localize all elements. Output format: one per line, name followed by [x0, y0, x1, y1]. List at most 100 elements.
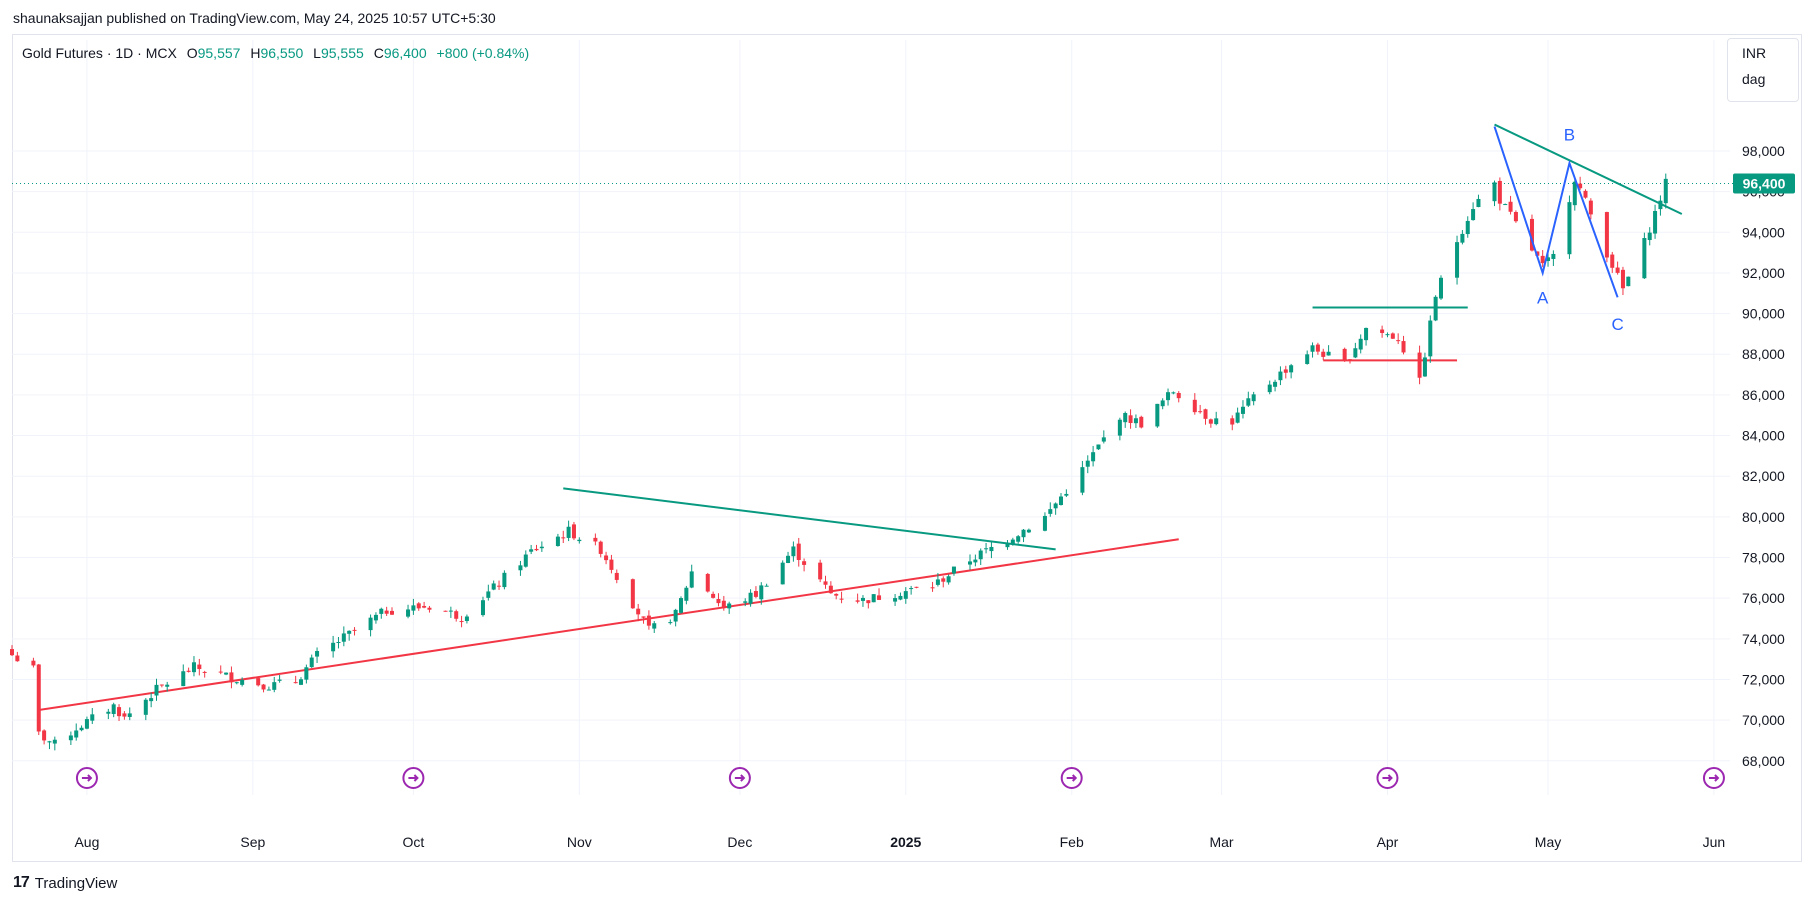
candle-body: [186, 670, 191, 672]
candle-body: [1546, 257, 1551, 262]
candle-body: [1604, 212, 1609, 258]
candle-body: [636, 608, 641, 615]
candle-body: [218, 671, 223, 673]
close-label: C: [373, 45, 384, 61]
currency-unit-box[interactable]: INR dag: [1727, 38, 1799, 102]
candle-body: [1155, 403, 1160, 427]
high-label: H: [250, 45, 261, 61]
y-tick-label: 76,000: [1742, 590, 1785, 606]
candle-body: [791, 546, 796, 557]
x-tick-label: Mar: [1209, 834, 1233, 850]
candle-body: [1572, 181, 1577, 206]
candle-body: [893, 598, 898, 602]
y-tick-label: 72,000: [1742, 671, 1785, 687]
candle-body: [197, 664, 202, 670]
candle-body: [181, 671, 186, 687]
candle-body: [716, 599, 721, 604]
event-marker-icon[interactable]: [1376, 767, 1399, 789]
candle-body: [1390, 333, 1395, 339]
trendline: [38, 538, 1179, 711]
published-info: shaunaksajjan published on TradingView.c…: [13, 10, 496, 26]
candle-body: [448, 610, 453, 612]
event-marker-icon[interactable]: [728, 767, 751, 789]
candle-body: [384, 610, 389, 614]
candle-body: [1428, 320, 1433, 357]
candle-body: [1492, 182, 1497, 202]
candle-body: [1128, 415, 1133, 424]
candle-body: [1433, 296, 1438, 321]
candle-body: [673, 609, 678, 622]
candle-body: [1278, 371, 1283, 381]
candle-body: [1455, 242, 1460, 278]
event-marker-icon[interactable]: [1060, 767, 1083, 789]
candle-body: [240, 679, 245, 685]
candle-body: [304, 667, 309, 680]
candle-body: [1010, 539, 1015, 544]
brand-name: TradingView: [34, 874, 118, 892]
candle-body: [946, 576, 951, 583]
candle-body: [79, 727, 84, 731]
candle-body: [1305, 354, 1310, 364]
candle-body: [106, 711, 111, 714]
candle-body: [74, 730, 79, 738]
candle-body: [1326, 351, 1331, 356]
event-marker-icon[interactable]: [75, 767, 98, 789]
candle-body: [486, 591, 491, 598]
candle-body: [1080, 467, 1085, 493]
y-tick-label: 86,000: [1742, 387, 1785, 403]
candle-body: [668, 622, 673, 624]
event-marker-icon[interactable]: [402, 767, 425, 789]
candle-body: [1117, 419, 1122, 436]
candle-body: [464, 616, 469, 621]
candle-body: [866, 600, 871, 604]
candle-body: [930, 587, 935, 589]
candle-body: [1401, 341, 1406, 353]
candle-body: [646, 615, 651, 626]
candle-body: [497, 585, 502, 587]
candle-body: [1396, 340, 1401, 342]
candle-body: [1026, 529, 1031, 533]
candle-body: [111, 704, 116, 714]
candle-body: [1267, 384, 1272, 393]
candle-body: [534, 548, 539, 551]
candle-body: [1417, 352, 1422, 378]
candle-body: [711, 593, 716, 598]
symbol-name[interactable]: Gold Futures · 1D · MCX: [22, 45, 177, 61]
y-tick-label: 90,000: [1742, 306, 1785, 322]
candle-body: [689, 571, 694, 588]
tradingview-logo-icon: 17: [13, 874, 30, 891]
candle-body: [727, 603, 732, 609]
candle-body: [1588, 200, 1593, 215]
event-marker-icon[interactable]: [1702, 767, 1725, 789]
candle-body: [1460, 233, 1465, 243]
candle-body: [678, 598, 684, 613]
candle-body: [523, 554, 528, 567]
candle-body: [614, 572, 619, 580]
candle-body: [1364, 327, 1369, 341]
candle-body: [154, 684, 159, 696]
candle-body: [411, 605, 416, 611]
candle-body: [373, 614, 378, 621]
y-tick-label: 74,000: [1742, 631, 1785, 647]
candle-body: [1497, 180, 1502, 204]
candle-body: [1198, 411, 1203, 413]
tradingview-footer[interactable]: 17 TradingView: [13, 874, 117, 892]
candle-body: [1166, 392, 1171, 401]
candle-body: [630, 579, 635, 609]
candle-body: [315, 651, 320, 657]
candle-body: [1192, 399, 1197, 413]
candle-body: [1016, 536, 1021, 542]
candle-body: [759, 585, 764, 600]
open-label: O: [186, 45, 198, 61]
candle-body: [978, 550, 983, 560]
close-value: 96,400: [383, 45, 427, 61]
candle-body: [860, 597, 865, 601]
candle-body: [555, 536, 560, 547]
candle-body: [1160, 400, 1165, 407]
candle-body: [341, 633, 346, 642]
candle-body: [1465, 220, 1470, 235]
candle-body: [1380, 329, 1385, 333]
candle-body: [406, 609, 411, 617]
candle-body: [261, 684, 266, 690]
